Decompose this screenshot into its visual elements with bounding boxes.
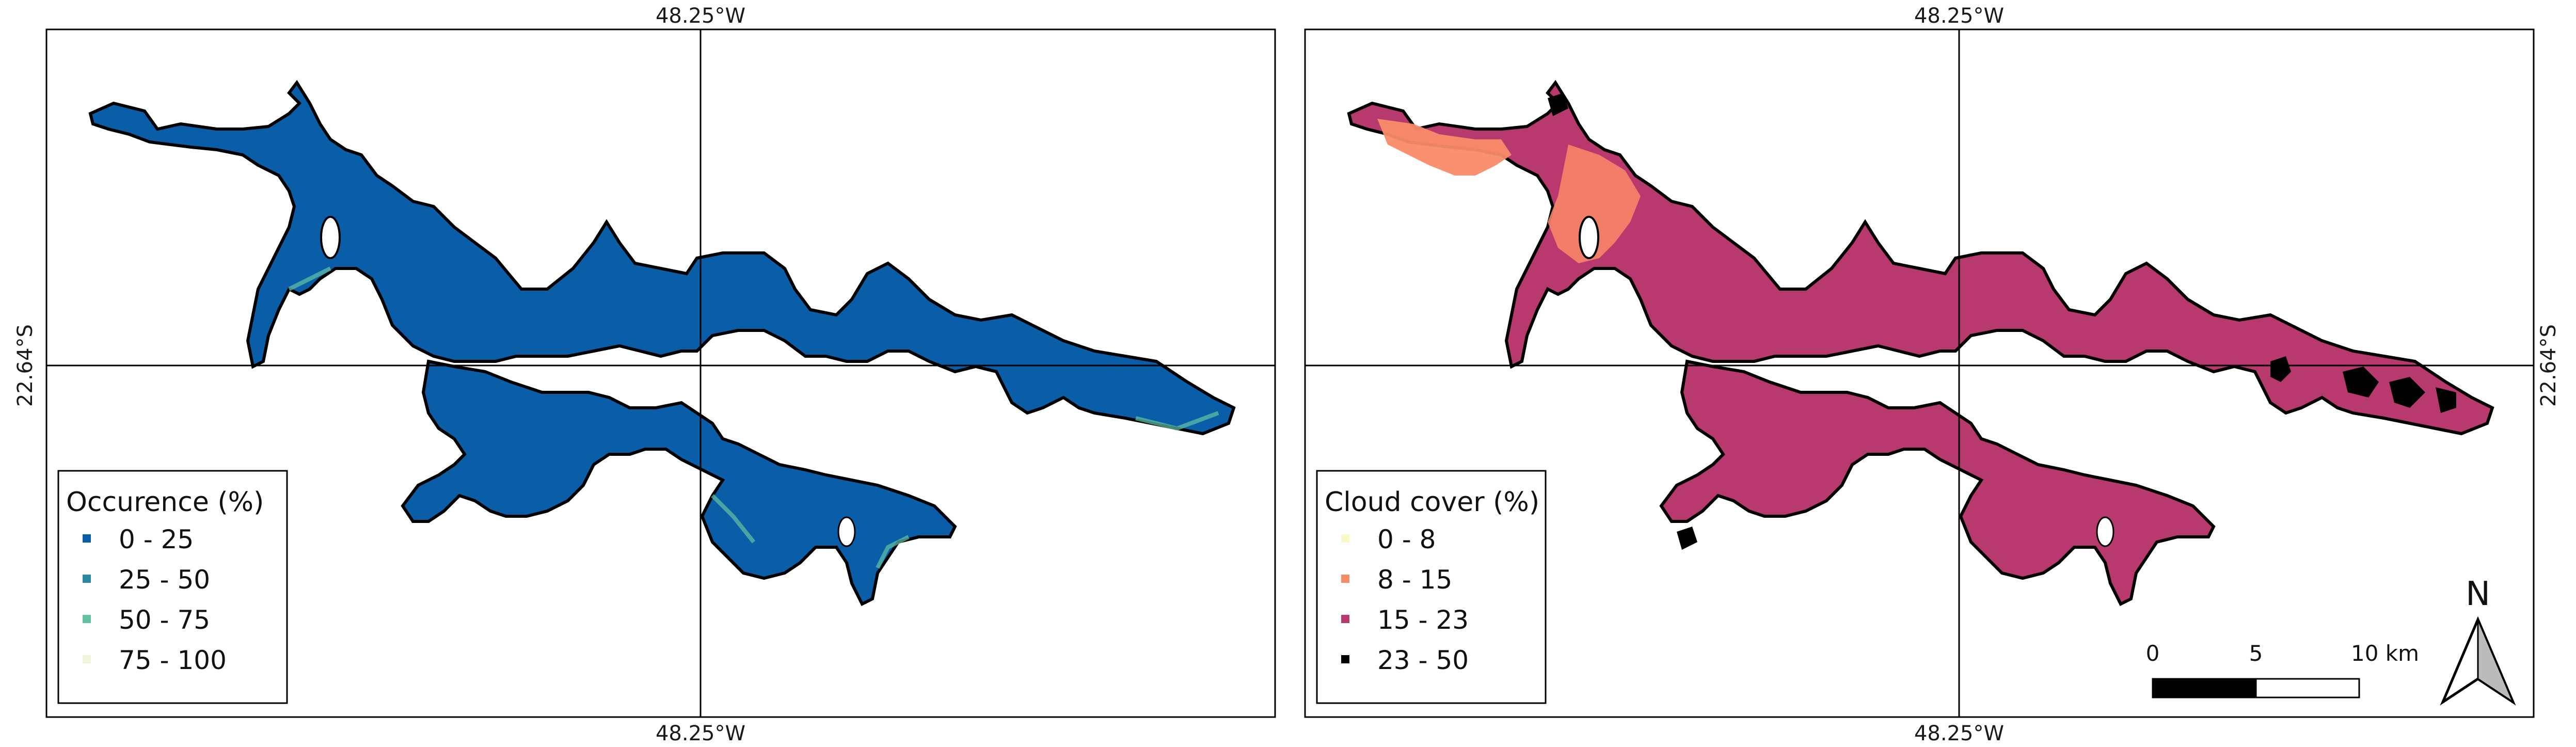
legend-title: Occurence (%) [66,487,264,518]
legend-item: 15 - 23 [1341,605,1469,635]
legend-swatch [83,655,91,663]
legend-label: 25 - 50 [119,565,210,595]
reservoir-main-arm [1347,80,2494,436]
legend-title: Cloud cover (%) [1325,487,1539,518]
cloud-cover-map-panel: 48.25°W 48.25°W 22.64°S Cloud cover (%) … [1304,4,2561,745]
cloud-zone-23-50 [2270,356,2456,413]
legend-item: 0 - 25 [83,525,194,554]
scale-bar-segment-filled [2152,678,2257,698]
legend-item: 75 - 100 [83,645,227,675]
legend: Occurence (%) 0 - 25 25 - 50 50 - 75 75 … [57,470,288,704]
legend-item: 8 - 15 [1341,565,1452,595]
reservoir-island [2096,516,2114,547]
legend-item: 0 - 8 [1341,525,1436,554]
cloud-zone-8-15 [1377,119,1512,176]
north-arrow-shade [2477,619,2515,705]
legend-label: 15 - 23 [1377,605,1469,635]
reservoir-island [837,516,856,547]
reservoir-south-arm [1659,359,2216,607]
reservoir-island [1579,216,1599,259]
legend-item: 50 - 75 [83,605,210,635]
legend-label: 23 - 50 [1377,645,1469,675]
legend-label: 50 - 75 [119,605,210,635]
legend-item: 23 - 50 [1341,645,1469,675]
legend-swatch [1341,534,1349,543]
legend-label: 8 - 15 [1377,565,1452,595]
reservoir-water-body [1347,80,2494,607]
legend-swatch [1341,655,1349,663]
north-arrow: N [2440,575,2516,706]
cloud-zone-8-15 [1548,145,1641,263]
scale-bar-label: 10 km [2351,641,2419,666]
legend-swatch [1341,615,1349,623]
legend: Cloud cover (%) 0 - 8 8 - 15 15 - 23 23 … [1316,470,1547,704]
scale-bar-label: 0 [2146,641,2160,666]
legend-swatch [83,575,91,583]
legend-label: 0 - 25 [119,525,194,554]
scale-bar: 0 5 10 km [2146,641,2419,698]
north-arrow-label: N [2466,575,2490,613]
longitude-label-top: 48.25°W [656,4,745,28]
legend-swatch [83,534,91,543]
legend-label: 75 - 100 [119,645,227,675]
legend-swatch [1341,575,1349,583]
scale-bar-segment-empty [2255,678,2360,698]
reservoir-south-arm [401,359,957,607]
latitude-label-right: 22.64°S [2537,324,2561,407]
legend-box [57,470,288,704]
scale-bar-label: 5 [2249,641,2263,666]
legend-box [1316,470,1547,704]
longitude-label-top: 48.25°W [1914,4,2004,28]
longitude-label-bottom: 48.25°W [1914,722,2004,745]
occurrence-map-panel: 48.25°W 48.25°W 22.64°S Occurence (%) 0 … [13,4,1276,745]
reservoir-main-arm [88,80,1236,436]
longitude-label-bottom: 48.25°W [656,722,745,745]
legend-swatch [83,615,91,623]
reservoir-island [320,216,341,259]
reservoir-water-body [88,80,1236,607]
legend-item: 25 - 50 [83,565,210,595]
legend-label: 0 - 8 [1377,525,1436,554]
latitude-label-left: 22.64°S [13,324,37,407]
reservoir-shore-highlight [288,266,1219,569]
